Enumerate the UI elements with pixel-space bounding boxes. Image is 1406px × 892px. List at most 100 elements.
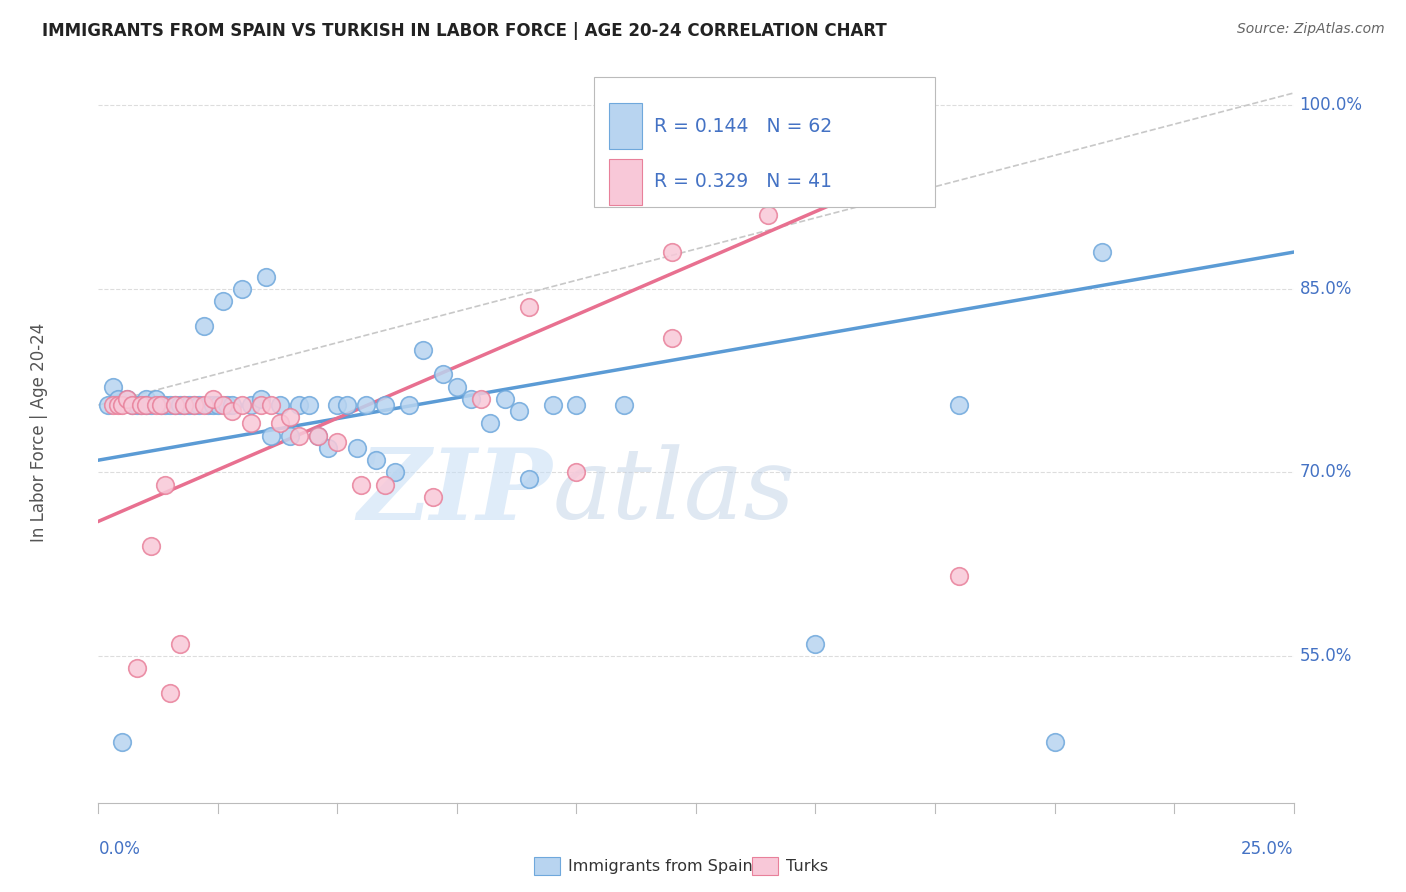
Point: [384, 466, 406, 480]
Point: [202, 392, 225, 406]
Point: [139, 539, 162, 553]
Bar: [609, 103, 643, 149]
Point: [661, 245, 683, 260]
Point: [398, 398, 420, 412]
Point: [240, 398, 263, 412]
Point: [139, 398, 162, 412]
Point: [259, 398, 281, 412]
Point: [350, 477, 373, 491]
Point: [101, 398, 124, 412]
Point: [288, 398, 311, 412]
Point: [1091, 245, 1114, 260]
Point: [207, 398, 229, 412]
Point: [111, 398, 134, 412]
Text: 70.0%: 70.0%: [1299, 463, 1353, 482]
Point: [115, 392, 138, 406]
Point: [149, 398, 172, 412]
Point: [125, 398, 148, 412]
Point: [948, 569, 970, 583]
Point: [326, 434, 349, 449]
Point: [155, 398, 177, 412]
Point: [541, 398, 564, 412]
Point: [269, 398, 291, 412]
Text: Turks: Turks: [786, 859, 828, 873]
Text: R = 0.329   N = 41: R = 0.329 N = 41: [654, 172, 832, 191]
Point: [278, 410, 301, 425]
Point: [107, 392, 129, 406]
Point: [412, 343, 434, 357]
Point: [278, 428, 301, 442]
Point: [613, 398, 636, 412]
Point: [155, 477, 177, 491]
Point: [193, 318, 215, 333]
Point: [307, 428, 329, 442]
Point: [422, 490, 444, 504]
Point: [101, 380, 124, 394]
Point: [159, 398, 181, 412]
Point: [145, 398, 167, 412]
Point: [346, 441, 368, 455]
Point: [173, 398, 195, 412]
Point: [221, 404, 243, 418]
Point: [336, 398, 359, 412]
Point: [163, 398, 186, 412]
Text: IMMIGRANTS FROM SPAIN VS TURKISH IN LABOR FORCE | AGE 20-24 CORRELATION CHART: IMMIGRANTS FROM SPAIN VS TURKISH IN LABO…: [42, 22, 887, 40]
Point: [211, 294, 233, 309]
Point: [131, 398, 153, 412]
Text: 85.0%: 85.0%: [1299, 280, 1353, 298]
Point: [354, 398, 377, 412]
Text: 0.0%: 0.0%: [98, 840, 141, 858]
Point: [202, 398, 225, 412]
Point: [948, 398, 970, 412]
Point: [460, 392, 482, 406]
Point: [149, 398, 172, 412]
Point: [125, 661, 148, 675]
Point: [240, 417, 263, 431]
Point: [217, 398, 239, 412]
Point: [479, 417, 502, 431]
Point: [259, 428, 281, 442]
Point: [121, 398, 143, 412]
Text: Immigrants from Spain: Immigrants from Spain: [568, 859, 752, 873]
Point: [231, 398, 253, 412]
Point: [183, 398, 205, 412]
Text: 100.0%: 100.0%: [1299, 96, 1362, 114]
Point: [169, 398, 191, 412]
Point: [135, 392, 157, 406]
Point: [163, 398, 186, 412]
Point: [517, 300, 540, 314]
Text: Source: ZipAtlas.com: Source: ZipAtlas.com: [1237, 22, 1385, 37]
Point: [197, 398, 219, 412]
Point: [187, 398, 209, 412]
Point: [179, 398, 201, 412]
Point: [211, 398, 233, 412]
Point: [231, 282, 253, 296]
Point: [326, 398, 349, 412]
Point: [97, 398, 120, 412]
Point: [145, 392, 167, 406]
Point: [374, 477, 396, 491]
Point: [494, 392, 516, 406]
Point: [565, 398, 588, 412]
Point: [250, 392, 273, 406]
Point: [364, 453, 387, 467]
Point: [115, 392, 138, 406]
Point: [446, 380, 468, 394]
Point: [288, 428, 311, 442]
Point: [432, 368, 454, 382]
Text: R = 0.144   N = 62: R = 0.144 N = 62: [654, 117, 832, 136]
Point: [135, 398, 157, 412]
Text: atlas: atlas: [553, 444, 796, 540]
Point: [565, 466, 588, 480]
Text: In Labor Force | Age 20-24: In Labor Force | Age 20-24: [30, 323, 48, 542]
Point: [307, 428, 329, 442]
Point: [517, 471, 540, 485]
Point: [661, 331, 683, 345]
Point: [250, 398, 273, 412]
Point: [374, 398, 396, 412]
Point: [121, 398, 143, 412]
Point: [298, 398, 321, 412]
Point: [159, 686, 181, 700]
Point: [1043, 734, 1066, 748]
Point: [221, 398, 243, 412]
